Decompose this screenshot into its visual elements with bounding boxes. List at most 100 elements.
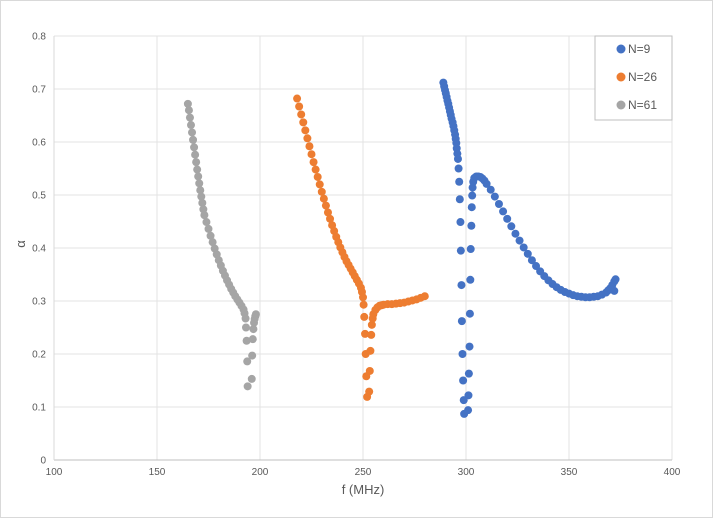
data-point xyxy=(464,369,473,378)
x-tick-label: 100 xyxy=(46,467,63,478)
data-point xyxy=(359,300,368,309)
data-point xyxy=(186,121,195,130)
data-point xyxy=(464,406,473,415)
series-n9 xyxy=(439,78,620,418)
data-point xyxy=(490,192,499,201)
y-axis-label: α xyxy=(13,240,28,248)
data-point xyxy=(464,391,473,400)
data-point xyxy=(196,186,205,195)
data-point xyxy=(295,102,304,111)
x-tick-label: 400 xyxy=(664,467,681,478)
data-point xyxy=(241,323,250,332)
data-point xyxy=(459,376,468,385)
data-point xyxy=(305,142,314,151)
legend-label-n9: N=9 xyxy=(628,42,651,56)
data-point xyxy=(313,172,322,181)
data-point xyxy=(243,357,252,366)
data-point xyxy=(359,293,367,302)
x-tick-label: 250 xyxy=(355,467,372,478)
legend: N=9 N=26 N=61 xyxy=(594,35,673,121)
data-point xyxy=(456,218,465,227)
y-tick-label: 0.3 xyxy=(32,297,46,308)
data-point xyxy=(185,113,194,122)
data-point xyxy=(184,106,193,115)
data-point xyxy=(456,246,465,255)
data-point xyxy=(191,150,200,159)
data-point xyxy=(360,312,369,321)
data-point xyxy=(194,172,203,181)
data-point xyxy=(208,238,217,247)
y-tick-label: 0.8 xyxy=(32,32,46,43)
data-point xyxy=(465,309,474,318)
series-n61 xyxy=(183,99,260,391)
data-point xyxy=(189,135,198,144)
data-point xyxy=(507,222,516,231)
data-point xyxy=(293,94,302,103)
data-point xyxy=(527,256,536,265)
data-point xyxy=(326,214,335,223)
legend-label-n61: N=61 xyxy=(628,98,657,112)
data-point xyxy=(188,128,197,137)
y-tick-label: 0.2 xyxy=(32,350,46,361)
y-tick-label: 0.1 xyxy=(32,403,46,414)
data-point xyxy=(241,314,250,323)
data-point xyxy=(299,118,308,127)
data-point xyxy=(453,154,462,163)
data-point xyxy=(366,346,375,355)
data-point xyxy=(367,330,376,339)
legend-marker-n9 xyxy=(616,44,626,54)
data-point xyxy=(467,221,476,230)
y-tick-label: 0.6 xyxy=(32,138,46,149)
x-tick-label: 200 xyxy=(252,467,269,478)
data-point xyxy=(315,180,324,189)
data-point xyxy=(242,336,251,345)
data-point xyxy=(499,207,508,216)
data-point xyxy=(457,281,466,290)
x-tick-label: 350 xyxy=(561,467,578,478)
data-point xyxy=(249,325,258,334)
data-point xyxy=(311,165,320,174)
data-point xyxy=(455,195,464,204)
data-point xyxy=(248,351,257,360)
data-point xyxy=(297,110,306,119)
data-point xyxy=(321,201,330,210)
data-point xyxy=(204,224,213,233)
data-point xyxy=(195,179,204,188)
data-series xyxy=(183,78,620,418)
x-tick-label: 300 xyxy=(458,467,475,478)
data-point xyxy=(494,200,503,209)
data-point xyxy=(467,203,476,212)
legend-label-n26: N=26 xyxy=(628,70,657,84)
data-point xyxy=(511,229,520,238)
data-point xyxy=(317,187,326,196)
series-n26 xyxy=(293,94,429,401)
x-tick-label: 150 xyxy=(149,467,166,478)
data-point xyxy=(307,150,316,159)
data-point xyxy=(466,245,475,254)
data-point xyxy=(486,185,495,194)
data-point xyxy=(465,342,474,351)
data-point xyxy=(611,275,620,284)
legend-box xyxy=(594,35,673,121)
data-point xyxy=(190,143,199,152)
data-point xyxy=(361,329,370,338)
data-point xyxy=(365,387,374,396)
data-point xyxy=(303,134,312,143)
legend-marker-n26 xyxy=(616,72,626,82)
data-point xyxy=(455,177,464,186)
data-point xyxy=(248,335,257,344)
x-axis-ticks: 100 150 200 250 300 350 400 xyxy=(46,467,681,478)
data-point xyxy=(503,214,512,223)
data-point xyxy=(468,191,477,200)
data-point xyxy=(367,320,376,329)
data-point xyxy=(251,310,260,319)
data-point xyxy=(202,218,211,227)
data-point xyxy=(198,198,207,207)
data-point xyxy=(192,158,201,167)
data-point xyxy=(457,317,466,326)
data-point xyxy=(247,374,256,383)
x-axis-label: f (MHz) xyxy=(342,482,385,497)
data-point xyxy=(454,164,463,173)
data-point xyxy=(519,243,528,252)
